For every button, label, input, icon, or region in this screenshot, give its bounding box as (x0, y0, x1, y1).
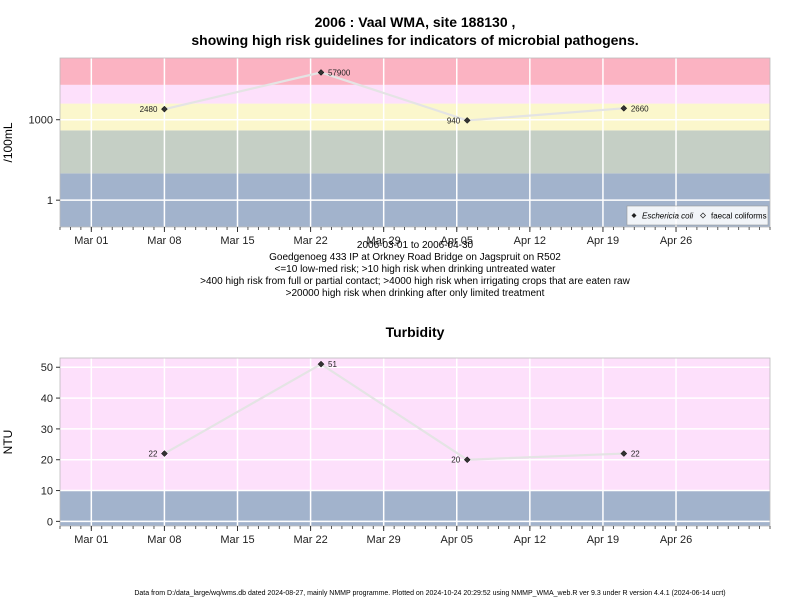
y-tick-label: 1 (47, 195, 53, 207)
series-line (164, 71, 624, 122)
y-tick-label: 1000 (29, 115, 53, 127)
x-tick-label: Apr 19 (587, 235, 619, 247)
chart-title-line-2: showing high risk guidelines for indicat… (191, 32, 639, 48)
x-tick-label: Mar 01 (74, 235, 108, 247)
x-tick-label: Mar 01 (74, 534, 108, 546)
y-tick-label: 20 (41, 455, 53, 467)
data-point (463, 117, 471, 124)
legend-label-faecal: faecal coliforms (711, 212, 767, 221)
legend-marker-faecal (700, 212, 706, 219)
data-label: 20 (451, 456, 460, 465)
y-tick-label: 40 (41, 393, 53, 405)
data-point (463, 456, 471, 464)
y-tick-label: 50 (41, 362, 53, 374)
risk-band-0 (60, 490, 770, 526)
data-label: 940 (447, 116, 461, 125)
risk-band-1 (60, 130, 770, 174)
risk-band-2 (60, 103, 770, 131)
y-axis-title: NTU (1, 430, 15, 455)
data-label: 51 (328, 360, 337, 369)
data-point (317, 360, 325, 368)
x-tick-label: Apr 05 (441, 235, 473, 247)
legend-label-ecoli: Eschericia coli (642, 212, 693, 221)
data-label: 2660 (631, 104, 649, 113)
x-tick-label: Mar 22 (293, 534, 327, 546)
data-point (161, 450, 168, 457)
data-label: 22 (149, 450, 158, 459)
y-tick-label: 10 (41, 486, 53, 498)
date-range-caption: 2006-03-01 to 2006-04-30 (356, 240, 474, 251)
data-label: 57900 (328, 68, 351, 77)
y-tick-label: 0 (47, 516, 53, 528)
risk-band-1 (60, 358, 770, 491)
data-label: 2480 (140, 105, 158, 114)
risk-band-4 (60, 58, 770, 85)
site-caption: Goedgenoeg 433 IP at Orkney Road Bridge … (269, 252, 561, 263)
x-tick-label: Apr 26 (660, 235, 692, 247)
chart-title-line-1: 2006 : Vaal WMA, site 188130 , (314, 14, 516, 30)
data-point (161, 105, 168, 113)
data-point (620, 450, 628, 457)
data-label: 22 (631, 450, 640, 459)
series-line (163, 362, 624, 461)
data-point (620, 104, 628, 112)
x-tick-label: Mar 29 (367, 534, 401, 546)
legend: Eschericia coli faecal coliforms (626, 205, 769, 226)
x-tick-label: Mar 08 (147, 534, 181, 546)
x-tick-label: Mar 15 (220, 534, 254, 546)
x-tick-label: Mar 22 (293, 235, 327, 247)
x-tick-label: Apr 26 (660, 534, 692, 546)
x-tick-label: Apr 05 (441, 534, 473, 546)
x-tick-label: Mar 08 (147, 235, 181, 247)
x-tick-label: Apr 19 (587, 534, 619, 546)
y-axis-title: /100mL (1, 122, 15, 162)
x-tick-label: Mar 29 (367, 235, 401, 247)
footer-note: Data from D:/data_large/wq/wms.db dated … (134, 590, 726, 597)
x-tick-label: Apr 12 (514, 534, 546, 546)
y-tick-label: 30 (41, 424, 53, 436)
risk-caption-1: <=10 low-med risk; >10 high risk when dr… (274, 264, 556, 275)
x-tick-label: Mar 15 (220, 235, 254, 247)
legend-marker-ecoli (631, 213, 637, 218)
risk-caption-2: >400 high risk from full or partial cont… (200, 276, 630, 287)
legend-box (626, 205, 769, 226)
turbidity-title: Turbidity (385, 324, 445, 340)
risk-caption-3: >20000 high risk when drinking after onl… (285, 288, 545, 299)
ecoli-chart: Mar 01 Mar 08 Mar 15 Mar 22 Mar 29 Apr 05 Apr … (1, 57, 771, 247)
x-tick-label: Apr 12 (514, 235, 546, 247)
data-point (317, 69, 325, 76)
